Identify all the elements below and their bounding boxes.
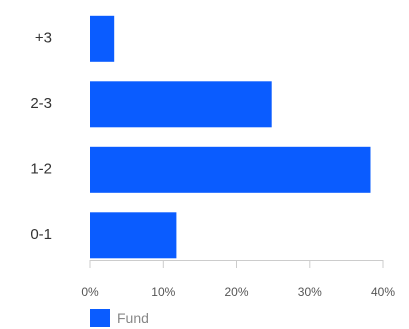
x-tick-label-0: 0% (81, 285, 99, 299)
legend: Fund (90, 309, 149, 327)
bars-group (90, 15, 371, 259)
bar-0-1 (90, 212, 177, 259)
x-tick-label-30: 30% (298, 285, 322, 299)
x-tick-label-10: 10% (151, 285, 175, 299)
x-axis-ticks: 0% 10% 20% 30% 40% (81, 260, 395, 299)
legend-label-fund: Fund (117, 310, 149, 326)
bar-+3 (90, 15, 115, 62)
bar-1-2 (90, 146, 371, 193)
category-label-0-1: 0-1 (30, 226, 52, 243)
category-label-1-2: 1-2 (30, 161, 52, 178)
bar-2-3 (90, 81, 272, 128)
category-label-2-3: 2-3 (30, 95, 52, 112)
category-labels: +3 2-3 1-2 0-1 (30, 30, 52, 244)
legend-swatch-fund (90, 309, 110, 327)
x-tick-label-20: 20% (224, 285, 248, 299)
x-tick-label-40: 40% (371, 285, 395, 299)
category-label-+3: +3 (35, 30, 52, 47)
